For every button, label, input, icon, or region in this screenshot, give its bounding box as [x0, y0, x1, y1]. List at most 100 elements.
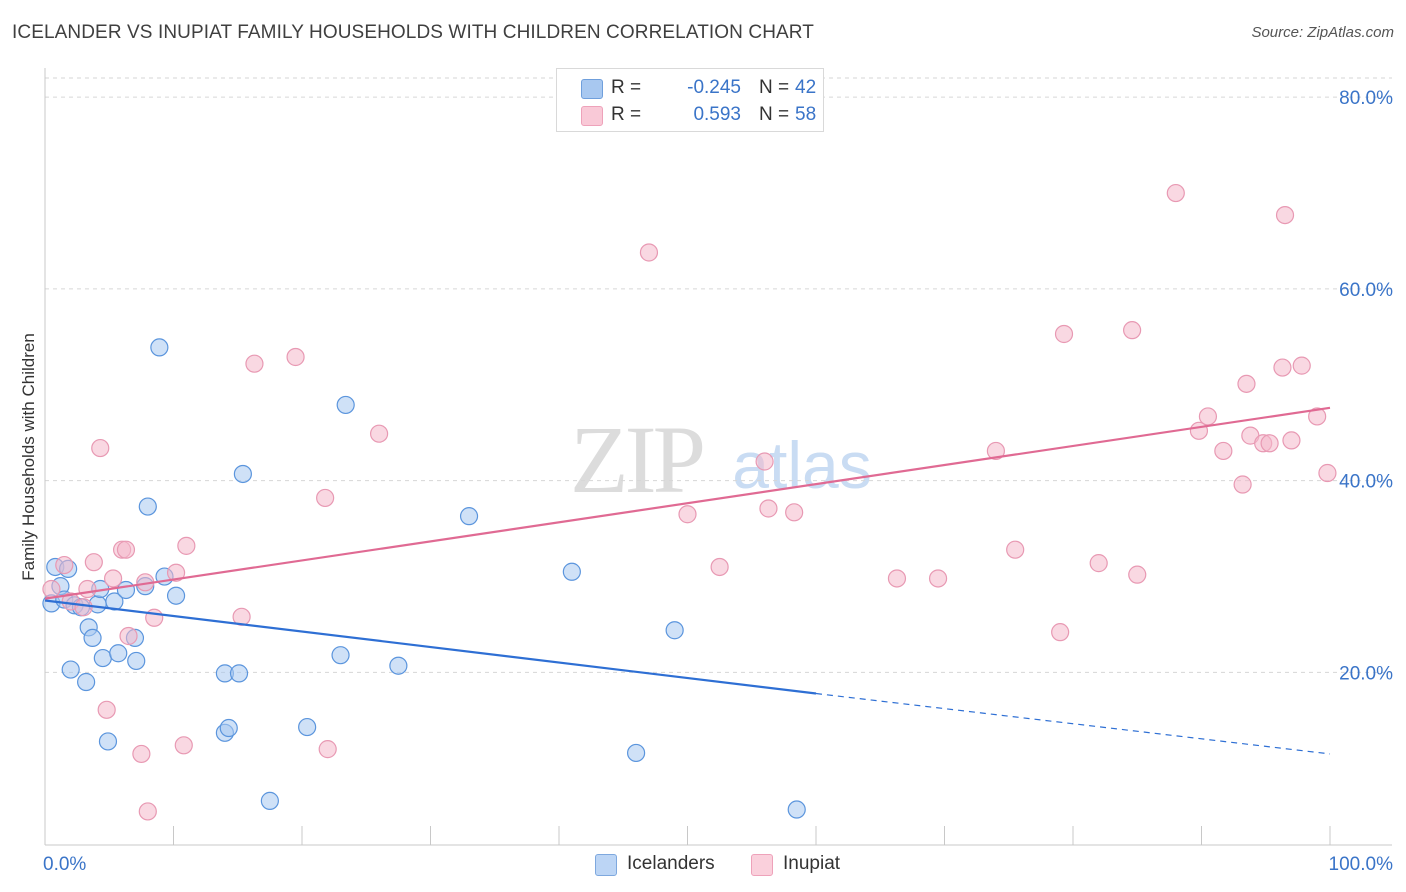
- inupiat-legend-label: Inupiat: [783, 853, 841, 874]
- icelanders-r-value: -0.245: [687, 77, 741, 98]
- n-label: N =: [759, 77, 790, 98]
- inupiat-point: [104, 569, 123, 588]
- inupiat-point: [755, 452, 774, 471]
- inupiat-point: [639, 243, 659, 262]
- icelanders-point: [109, 644, 128, 663]
- inupiat-point: [1292, 356, 1311, 375]
- x-tick-label: 0.0%: [43, 854, 86, 875]
- inupiat-point: [678, 505, 697, 524]
- inupiat-point: [42, 579, 61, 599]
- icelanders-point: [83, 628, 102, 648]
- inupiat-point: [759, 499, 778, 518]
- icelanders-swatch: [581, 79, 603, 99]
- icelanders-point: [77, 672, 96, 692]
- inupiat-point: [174, 736, 193, 755]
- inupiat-point: [1214, 441, 1233, 461]
- n-label: N =: [759, 104, 790, 125]
- inupiat-point: [1054, 324, 1074, 344]
- icelanders-point: [389, 656, 408, 675]
- icelanders-point: [98, 732, 118, 751]
- inupiat-point: [1237, 374, 1256, 393]
- icelanders-n-value: 42: [795, 77, 817, 98]
- chart-title: ICELANDER VS INUPIAT FAMILY HOUSEHOLDS W…: [12, 22, 814, 43]
- y-tick-label: 80.0%: [1339, 88, 1393, 109]
- inupiat-point: [1128, 565, 1147, 584]
- inupiat-point: [1233, 475, 1252, 494]
- inupiat-point: [55, 555, 74, 575]
- inupiat-point: [1006, 540, 1025, 559]
- inupiat-point: [1051, 623, 1070, 642]
- inupiat-point: [84, 553, 103, 572]
- inupiat-point: [138, 802, 157, 821]
- inupiat-point: [177, 536, 196, 555]
- inupiat-point: [119, 626, 138, 646]
- inupiat-point: [145, 608, 164, 627]
- inupiat-point: [1273, 358, 1292, 377]
- inupiat-legend-swatch: [751, 854, 773, 876]
- y-tick-label: 40.0%: [1339, 472, 1393, 493]
- icelanders-point: [562, 562, 581, 581]
- inupiat-point: [1282, 431, 1301, 450]
- r-label: R =: [611, 77, 642, 98]
- icelanders-point: [138, 497, 157, 516]
- icelanders-trend-line: [44, 599, 817, 695]
- icelanders-point: [260, 791, 279, 810]
- inupiat-swatch: [581, 106, 603, 126]
- icelanders-trend-extension: [815, 692, 1331, 755]
- icelanders-point: [219, 718, 238, 738]
- inupiat-trend-line: [44, 406, 1331, 600]
- inupiat-point: [74, 598, 93, 617]
- inupiat-point: [1089, 554, 1108, 573]
- inupiat-point: [986, 441, 1006, 461]
- icelanders-point: [150, 338, 169, 357]
- inupiat-point: [316, 488, 335, 508]
- series-legend: Icelanders Inupiat: [0, 852, 1406, 878]
- watermark-zip: ZIP: [570, 406, 703, 513]
- inupiat-point: [928, 569, 948, 588]
- r-label: R =: [611, 104, 642, 125]
- inupiat-point: [1308, 407, 1327, 426]
- x-tick-label: 100.0%: [1329, 854, 1394, 875]
- inupiat-r-value: 0.593: [693, 104, 741, 125]
- y-tick-label: 20.0%: [1339, 663, 1393, 684]
- icelanders-point: [233, 464, 252, 484]
- inupiat-point: [710, 557, 729, 577]
- inupiat-point: [785, 503, 804, 522]
- inupiat-point: [166, 563, 186, 582]
- inupiat-point: [132, 744, 151, 764]
- inupiat-point: [370, 424, 389, 443]
- icelanders-point: [61, 660, 80, 679]
- icelanders-point: [459, 507, 479, 526]
- icelanders-point: [93, 648, 112, 668]
- watermark-atlas: atlas: [732, 428, 871, 502]
- inupiat-point: [1275, 206, 1295, 225]
- icelanders-point: [331, 646, 350, 665]
- inupiat-point: [887, 569, 907, 588]
- inupiat-point: [97, 700, 116, 719]
- correlation-legend: R = -0.245 N = 42 R = 0.593 N = 58: [556, 68, 824, 132]
- icelanders-point: [298, 717, 317, 737]
- icelanders-point: [336, 395, 355, 415]
- icelanders-point: [127, 651, 146, 671]
- icelanders-point: [166, 586, 186, 605]
- inupiat-point: [91, 438, 110, 458]
- inupiat-point: [245, 354, 264, 373]
- y-tick-label: 60.0%: [1339, 280, 1393, 301]
- inupiat-point: [1198, 407, 1218, 426]
- inupiat-point: [1318, 463, 1337, 483]
- inupiat-point: [1166, 183, 1185, 203]
- inupiat-point: [1123, 321, 1142, 340]
- inupiat-point: [286, 347, 305, 367]
- icelanders-legend-label: Icelanders: [627, 853, 715, 874]
- inupiat-point: [78, 579, 97, 599]
- icelanders-point: [787, 800, 806, 819]
- inupiat-point: [1260, 434, 1279, 453]
- inupiat-n-value: 58: [795, 104, 817, 125]
- inupiat-point: [116, 540, 136, 559]
- icelanders-point: [665, 621, 684, 640]
- inupiat-point: [318, 740, 337, 759]
- icelanders-point: [229, 664, 249, 683]
- icelanders-point: [626, 743, 646, 763]
- source-label: Source: ZipAtlas.com: [1251, 24, 1394, 41]
